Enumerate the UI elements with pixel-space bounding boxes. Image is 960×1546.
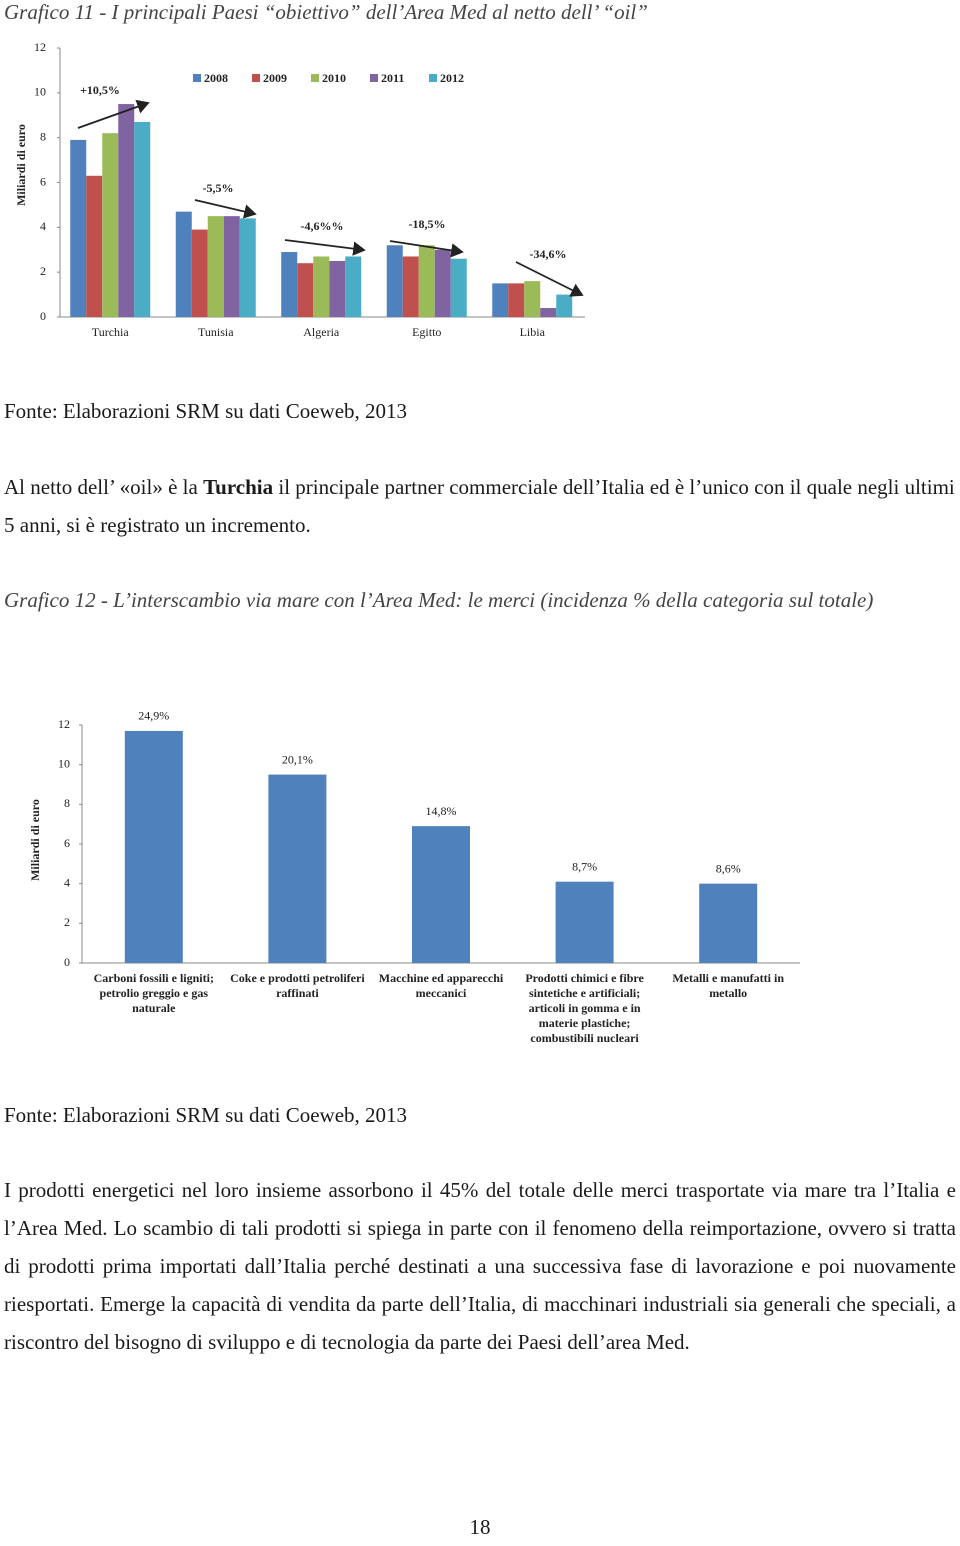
y-tick-label: 8	[40, 129, 46, 143]
bar	[492, 283, 509, 317]
bar	[313, 256, 330, 317]
x-tick-label: Prodotti chimici e fibre sintetiche e ar…	[525, 971, 644, 1045]
annotation-arrow	[515, 261, 584, 297]
y-tick-label: 6	[64, 836, 70, 850]
annotation: +10,5%	[80, 83, 120, 97]
y-tick-label: 8	[64, 796, 70, 810]
x-tick-label: Tunisia	[198, 325, 234, 339]
page-number: 18	[469, 1515, 491, 1539]
source: Fonte: Elaborazioni SRM su dati Coeweb, …	[4, 399, 408, 423]
bar	[329, 260, 346, 317]
y-tick-label: 0	[64, 955, 70, 969]
annotation-arrow	[284, 239, 366, 256]
bar	[699, 883, 758, 963]
bar	[297, 263, 314, 317]
caption: Grafico 11 - I principali Paesi “obietti…	[4, 0, 648, 24]
bar	[239, 218, 256, 317]
bar	[281, 251, 298, 317]
legend-swatch	[370, 74, 378, 82]
x-tick-label: Algeria	[303, 325, 340, 339]
bar	[134, 121, 151, 317]
x-tick-label: Macchine ed apparecchi meccanici	[378, 971, 504, 1000]
bar	[223, 216, 240, 317]
bar	[418, 245, 435, 317]
bar	[450, 258, 467, 317]
legend-label: 2011	[381, 71, 404, 85]
y-axis-label: Miliardi di euro	[14, 124, 28, 206]
y-tick-label: 10	[34, 85, 46, 99]
y-tick-label: 2	[64, 915, 70, 929]
bar	[102, 133, 119, 317]
annotation-arrow	[194, 199, 257, 219]
annotation: -5,5%	[203, 181, 234, 195]
bar	[207, 216, 224, 317]
bar	[540, 308, 557, 317]
annotation: -4,6%%	[301, 219, 344, 233]
bar	[508, 283, 525, 317]
bar	[124, 730, 183, 963]
legend-label: 2012	[440, 71, 464, 85]
bar	[70, 139, 87, 317]
bar	[386, 245, 403, 317]
y-tick-label: 10	[58, 756, 70, 770]
bold-text: Turchia	[203, 475, 274, 499]
text: il principale partner commerciale dell’I…	[4, 475, 955, 537]
x-tick-label: Coke e prodotti petroliferi raffinati	[230, 971, 365, 1000]
legend-label: 2008	[204, 71, 228, 85]
bar	[118, 104, 135, 318]
text: Al netto dell’ «oil» è la	[4, 475, 204, 499]
bar	[524, 281, 541, 317]
caption: Grafico 12 - L’interscambio via mare con…	[4, 588, 874, 612]
annotation: -34,6%	[530, 247, 567, 261]
legend-swatch	[311, 74, 319, 82]
legend-label: 2009	[263, 71, 287, 85]
y-tick-label: 2	[40, 264, 46, 278]
bar	[86, 175, 103, 317]
y-tick-label: 4	[64, 875, 70, 889]
legend-label: 2010	[322, 71, 346, 85]
bar	[402, 256, 419, 317]
bar	[191, 229, 208, 317]
paragraph: I prodotti energetici nel loro insieme a…	[4, 1178, 956, 1354]
data-annotation: 8,6%	[716, 861, 741, 875]
legend-swatch	[429, 74, 437, 82]
bar	[555, 881, 614, 963]
bar	[345, 256, 362, 317]
data-annotation: 8,7%	[572, 859, 597, 873]
data-annotation: 14,8%	[426, 804, 457, 818]
annotation-arrow	[389, 240, 464, 258]
bar	[434, 249, 451, 317]
data-annotation: 20,1%	[282, 752, 313, 766]
legend-swatch	[252, 74, 260, 82]
annotation-arrow	[77, 99, 150, 129]
y-tick-label: 12	[34, 40, 46, 54]
x-tick-label: Turchia	[92, 325, 130, 339]
x-tick-label: Carboni fossili e ligniti; petrolio greg…	[93, 971, 214, 1015]
data-annotation: 24,9%	[138, 709, 169, 723]
legend-swatch	[193, 74, 201, 82]
paragraph: Al netto dell’ «oil» è la Turchia il pri…	[4, 468, 956, 544]
bar	[175, 211, 192, 317]
x-tick-label: Metalli e manufatti in metallo	[672, 971, 785, 1000]
x-tick-label: Libia	[520, 325, 546, 339]
source: Fonte: Elaborazioni SRM su dati Coeweb, …	[4, 1103, 408, 1127]
y-tick-label: 0	[40, 309, 46, 323]
bar	[556, 294, 573, 317]
y-tick-label: 4	[40, 219, 46, 233]
y-axis-label: Miliardi di euro	[28, 799, 42, 881]
y-tick-label: 12	[58, 717, 70, 731]
annotation: -18,5%	[409, 217, 446, 231]
x-tick-label: Egitto	[412, 325, 441, 339]
bar	[268, 774, 327, 963]
y-tick-label: 6	[40, 174, 46, 188]
bar	[412, 826, 470, 963]
